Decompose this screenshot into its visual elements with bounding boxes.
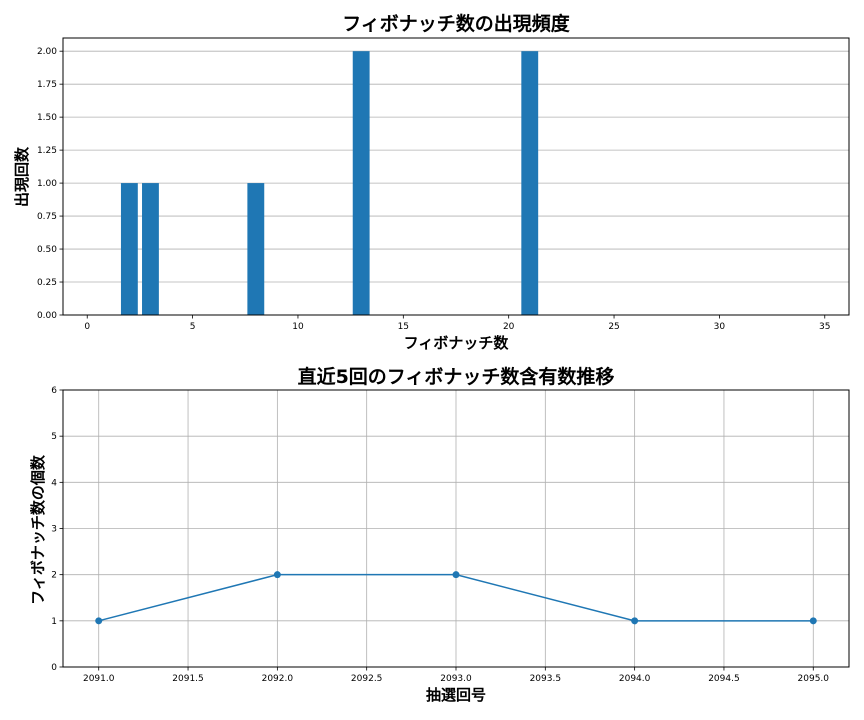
chart1-title: フィボナッチ数の出現頻度	[342, 12, 571, 35]
frequency-bar-chart: フィボナッチ数の出現頻度 0 5 10 15 20 25 30 35 0.00 0.25 0.50…	[13, 12, 850, 352]
c2-y-tick-label: 6	[51, 386, 57, 396]
c1-x-tick-label: 30	[714, 322, 726, 332]
c2-point	[452, 571, 460, 579]
c1-x-tick-label: 5	[190, 322, 196, 332]
c2-x-tick-label: 2093.5	[530, 674, 562, 684]
chart2-series	[95, 571, 817, 625]
c2-x-tick-label: 2094.0	[619, 674, 651, 684]
c1-x-tick-label: 0	[84, 322, 90, 332]
c2-y-tick-label: 5	[51, 432, 57, 442]
chart2-grid	[63, 389, 849, 668]
c2-point	[631, 617, 639, 625]
c1-x-tick-label: 10	[292, 322, 304, 332]
chart1-bars	[120, 51, 539, 315]
c1-bar	[247, 183, 265, 315]
c2-x-tick-label: 2092.0	[262, 674, 294, 684]
chart2-title: 直近5回のフィボナッチ数含有数推移	[298, 365, 615, 388]
c2-x-tick-label: 2095.0	[798, 674, 830, 684]
c1-y-tick-label: 2.00	[37, 47, 57, 57]
c1-bar	[142, 183, 159, 315]
chart1-grid	[63, 50, 849, 316]
c1-y-tick-label: 0.50	[37, 245, 57, 255]
chart1-x-axis-label: フィボナッチ数	[404, 334, 510, 352]
c2-y-tick-label: 0	[51, 663, 57, 673]
recent-count-line-chart: 直近5回のフィボナッチ数含有数推移 2091.0 2091.5 2092.0 2092…	[29, 365, 850, 704]
c2-x-tick-label: 2092.5	[351, 674, 383, 684]
c1-x-tick-label: 20	[503, 322, 515, 332]
chart1-x-ticks: 0 5 10 15 20 25 30 35	[84, 315, 830, 332]
c2-y-tick-label: 3	[51, 525, 57, 535]
c1-y-tick-label: 0.25	[37, 278, 57, 288]
chart1-y-axis-label: 出現回数	[13, 146, 31, 207]
c1-bar	[521, 51, 539, 315]
c2-point	[273, 571, 281, 579]
c2-x-tick-label: 2091.0	[83, 674, 115, 684]
c2-y-tick-label: 2	[51, 571, 57, 581]
chart2-x-ticks: 2091.0 2091.5 2092.0 2092.5 2093.0 2093.5 2094…	[83, 667, 829, 684]
c1-x-tick-label: 15	[398, 322, 409, 332]
c1-bar	[352, 51, 370, 315]
chart2-y-axis-label: フィボナッチ数の個数	[29, 454, 47, 605]
c1-bar	[120, 183, 138, 315]
c1-y-tick-label: 1.75	[37, 80, 57, 90]
c2-point	[809, 617, 817, 625]
c2-y-tick-label: 1	[51, 617, 57, 627]
c1-y-tick-label: 0.00	[37, 311, 57, 321]
chart1-plot-frame	[62, 37, 850, 316]
c1-y-tick-label: 1.25	[37, 146, 57, 156]
c1-x-tick-label: 35	[819, 322, 830, 332]
chart2-y-ticks: 0 1 2 3 4 5 6	[51, 386, 63, 673]
c2-point	[95, 617, 103, 625]
c2-x-tick-label: 2091.5	[172, 674, 204, 684]
c1-y-tick-label: 1.50	[37, 113, 57, 123]
c1-y-tick-label: 1.00	[37, 179, 57, 189]
c1-x-tick-label: 25	[608, 322, 619, 332]
chart2-x-axis-label: 抽選回号	[426, 686, 486, 704]
chart1-y-ticks: 0.00 0.25 0.50 0.75 1.00 1.25 1.50 1.75 2.00	[37, 47, 63, 321]
c2-x-tick-label: 2094.5	[708, 674, 740, 684]
c2-y-tick-label: 4	[51, 478, 57, 488]
c1-y-tick-label: 0.75	[37, 212, 57, 222]
c2-x-tick-label: 2093.0	[440, 674, 472, 684]
